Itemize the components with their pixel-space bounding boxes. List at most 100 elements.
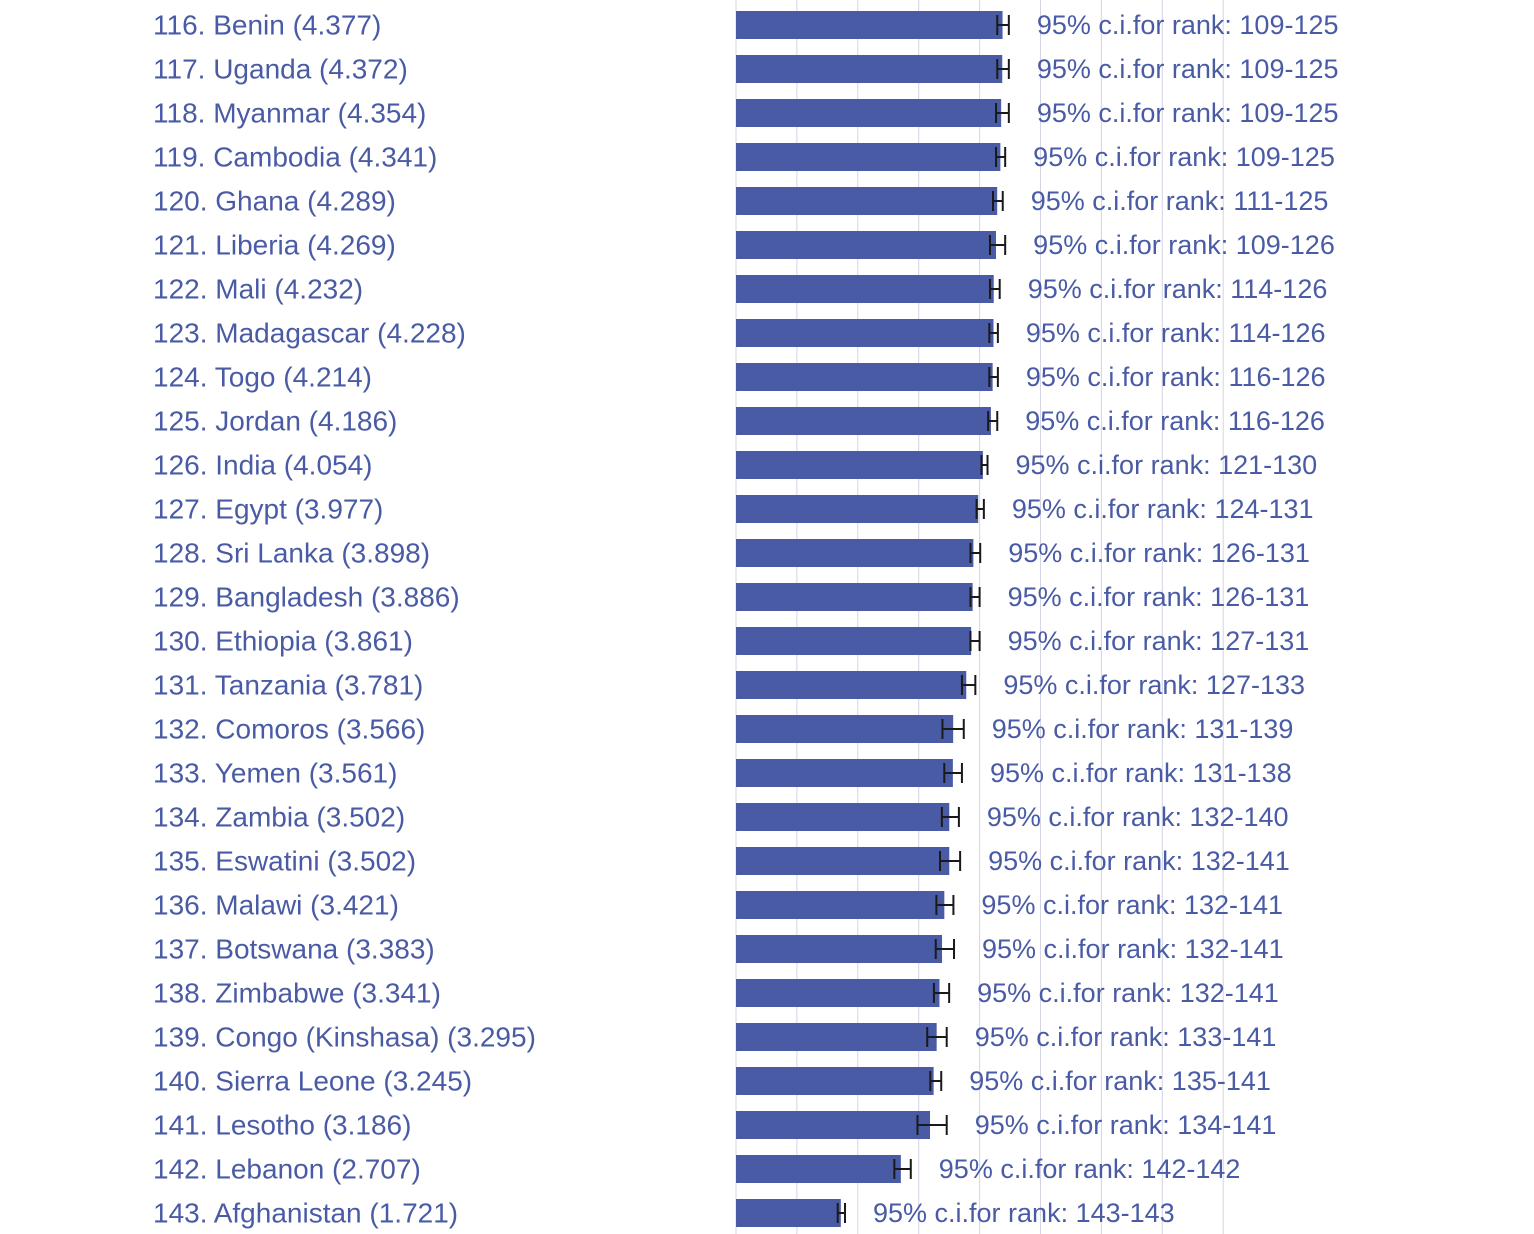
error-bar [987,411,999,431]
ci-labels: 95% c.i.for rank: 109-125 95% c.i.for ran… [873,10,1338,1228]
ci-label: 95% c.i.for rank: 121-130 [1016,450,1318,480]
bar [736,319,994,347]
error-bar [934,939,956,959]
bar [736,891,945,919]
ci-label: 95% c.i.for rank: 135-141 [969,1066,1271,1096]
error-bar [991,191,1004,211]
category-label: 130. Ethiopia (3.861) [153,626,413,657]
category-label: 136. Malawi (3.421) [153,890,399,921]
ci-label: 95% c.i.for rank: 127-133 [1003,670,1305,700]
bar [736,627,972,655]
ci-label: 95% c.i.for rank: 134-141 [975,1110,1277,1140]
bar [736,1111,931,1139]
error-bar [926,1027,948,1047]
error-bar [988,235,1007,255]
category-label: 133. Yemen (3.561) [153,758,397,789]
category-label: 123. Madagascar (4.228) [153,318,466,349]
error-bar [996,15,1010,35]
category-label: 116. Benin (4.377) [153,10,381,41]
category-label: 124. Togo (4.214) [153,362,372,393]
ci-label: 95% c.i.for rank: 109-125 [1033,142,1335,172]
error-bar [943,763,963,783]
ci-label: 95% c.i.for rank: 114-126 [1026,318,1326,348]
bar [736,803,950,831]
ci-label: 95% c.i.for rank: 116-126 [1026,362,1326,392]
ci-label: 95% c.i.for rank: 126-131 [1008,538,1310,568]
bar [736,143,1001,171]
bar [736,847,950,875]
category-label: 134. Zambia (3.502) [153,802,405,833]
ci-label: 95% c.i.for rank: 131-138 [990,758,1292,788]
error-bar [929,1071,943,1091]
category-label: 138. Zimbabwe (3.341) [153,978,441,1009]
category-label: 139. Congo (Kinshasa) (3.295) [153,1022,536,1053]
error-bar [969,631,981,651]
ci-label: 95% c.i.for rank: 126-131 [1008,582,1310,612]
bar [736,99,1002,127]
ci-label: 95% c.i.for rank: 143-143 [873,1198,1175,1228]
ci-label: 95% c.i.for rank: 124-131 [1012,494,1314,524]
bars [736,11,1003,1227]
bar [736,11,1003,39]
ci-label: 95% c.i.for rank: 132-141 [977,978,1279,1008]
ci-label: 95% c.i.for rank: 109-125 [1037,98,1339,128]
bar [736,407,991,435]
category-label: 127. Egypt (3.977) [153,494,383,525]
error-bar [893,1159,912,1179]
error-bar [975,499,985,519]
bar [736,759,953,787]
bar [736,231,996,259]
category-label: 118. Myanmar (4.354) [153,98,426,129]
bar [736,1023,937,1051]
bar [736,539,974,567]
bar [736,187,998,215]
category-label: 131. Tanzania (3.781) [153,670,423,701]
category-label: 129. Bangladesh (3.886) [153,582,460,613]
ci-label: 95% c.i.for rank: 132-140 [987,802,1289,832]
error-bar [939,851,962,871]
bar [736,935,943,963]
error-bar [995,103,1010,123]
ci-label: 95% c.i.for rank: 109-125 [1037,10,1339,40]
error-bar [940,807,960,827]
error-bar [980,455,989,475]
error-bar [969,543,982,563]
bar [736,1067,934,1095]
error-bar [935,895,955,915]
bar [736,715,954,743]
category-label: 140. Sierra Leone (3.245) [153,1066,472,1097]
category-label: 126. India (4.054) [153,450,373,481]
category-label: 141. Lesotho (3.186) [153,1110,411,1141]
category-label: 120. Ghana (4.289) [153,186,396,217]
ci-label: 95% c.i.for rank: 132-141 [988,846,1290,876]
error-bar [995,147,1007,167]
bar [736,451,983,479]
category-label: 117. Uganda (4.372) [153,54,408,85]
error-bar [996,59,1010,79]
error-bar [932,983,951,1003]
bar [736,275,994,303]
bar [736,979,940,1007]
category-label: 137. Botswana (3.383) [153,934,435,965]
error-bar [941,719,965,739]
bar [736,1155,901,1183]
error-bar [988,323,999,343]
category-label: 142. Lebanon (2.707) [153,1154,421,1185]
ci-label: 95% c.i.for rank: 131-139 [992,714,1294,744]
bar [736,55,1003,83]
error-bar [988,279,1001,299]
bar [736,1199,841,1227]
category-label: 132. Comoros (3.566) [153,714,425,745]
bar [736,363,993,391]
category-label: 121. Liberia (4.269) [153,230,396,261]
ci-label: 95% c.i.for rank: 132-141 [982,934,1284,964]
error-bar [969,587,981,607]
ci-label: 95% c.i.for rank: 133-141 [975,1022,1277,1052]
error-bar [988,367,999,387]
ci-label: 95% c.i.for rank: 142-142 [939,1154,1241,1184]
ci-label: 95% c.i.for rank: 109-126 [1033,230,1335,260]
category-label: 128. Sri Lanka (3.898) [153,538,430,569]
bar [736,583,973,611]
error-bar [960,675,977,695]
